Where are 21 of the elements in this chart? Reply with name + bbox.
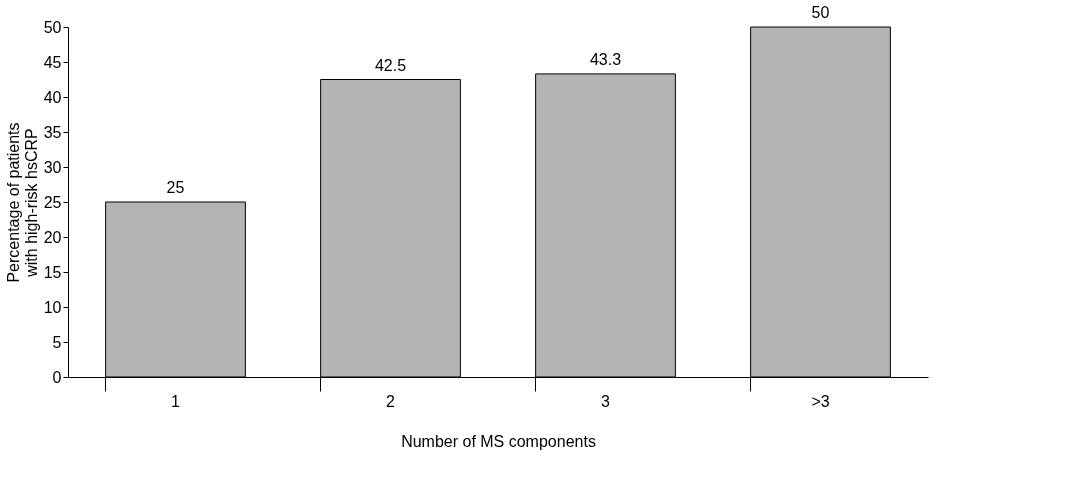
y-tick-label: 5 — [52, 333, 62, 351]
x-tick-label: 3 — [601, 392, 611, 410]
x-axis-title: Number of MS components — [401, 432, 596, 450]
y-tick-label: 35 — [43, 123, 62, 141]
data-label: 42.5 — [374, 56, 407, 74]
y-tick-label: 20 — [43, 228, 62, 246]
data-label: 43.3 — [589, 50, 622, 68]
y-tick-label: 30 — [43, 158, 62, 176]
x-tick-label: >3 — [811, 392, 830, 410]
y-tick-label: 50 — [43, 18, 62, 36]
y-tick-label: 15 — [43, 263, 62, 281]
y-tick-label: 25 — [43, 193, 62, 211]
x-tick-label: 2 — [386, 392, 396, 410]
x-tick-label: 1 — [171, 392, 181, 410]
y-axis-title: Percentage of patients with high-risk hsCRP — [4, 122, 40, 283]
y-tick-label: 45 — [43, 53, 62, 71]
data-label: 50 — [811, 4, 830, 21]
y-tick-label: 0 — [52, 368, 62, 386]
y-tick-label: 40 — [43, 88, 62, 106]
y-tick-label: 10 — [43, 298, 62, 316]
data-label: 25 — [166, 179, 185, 196]
